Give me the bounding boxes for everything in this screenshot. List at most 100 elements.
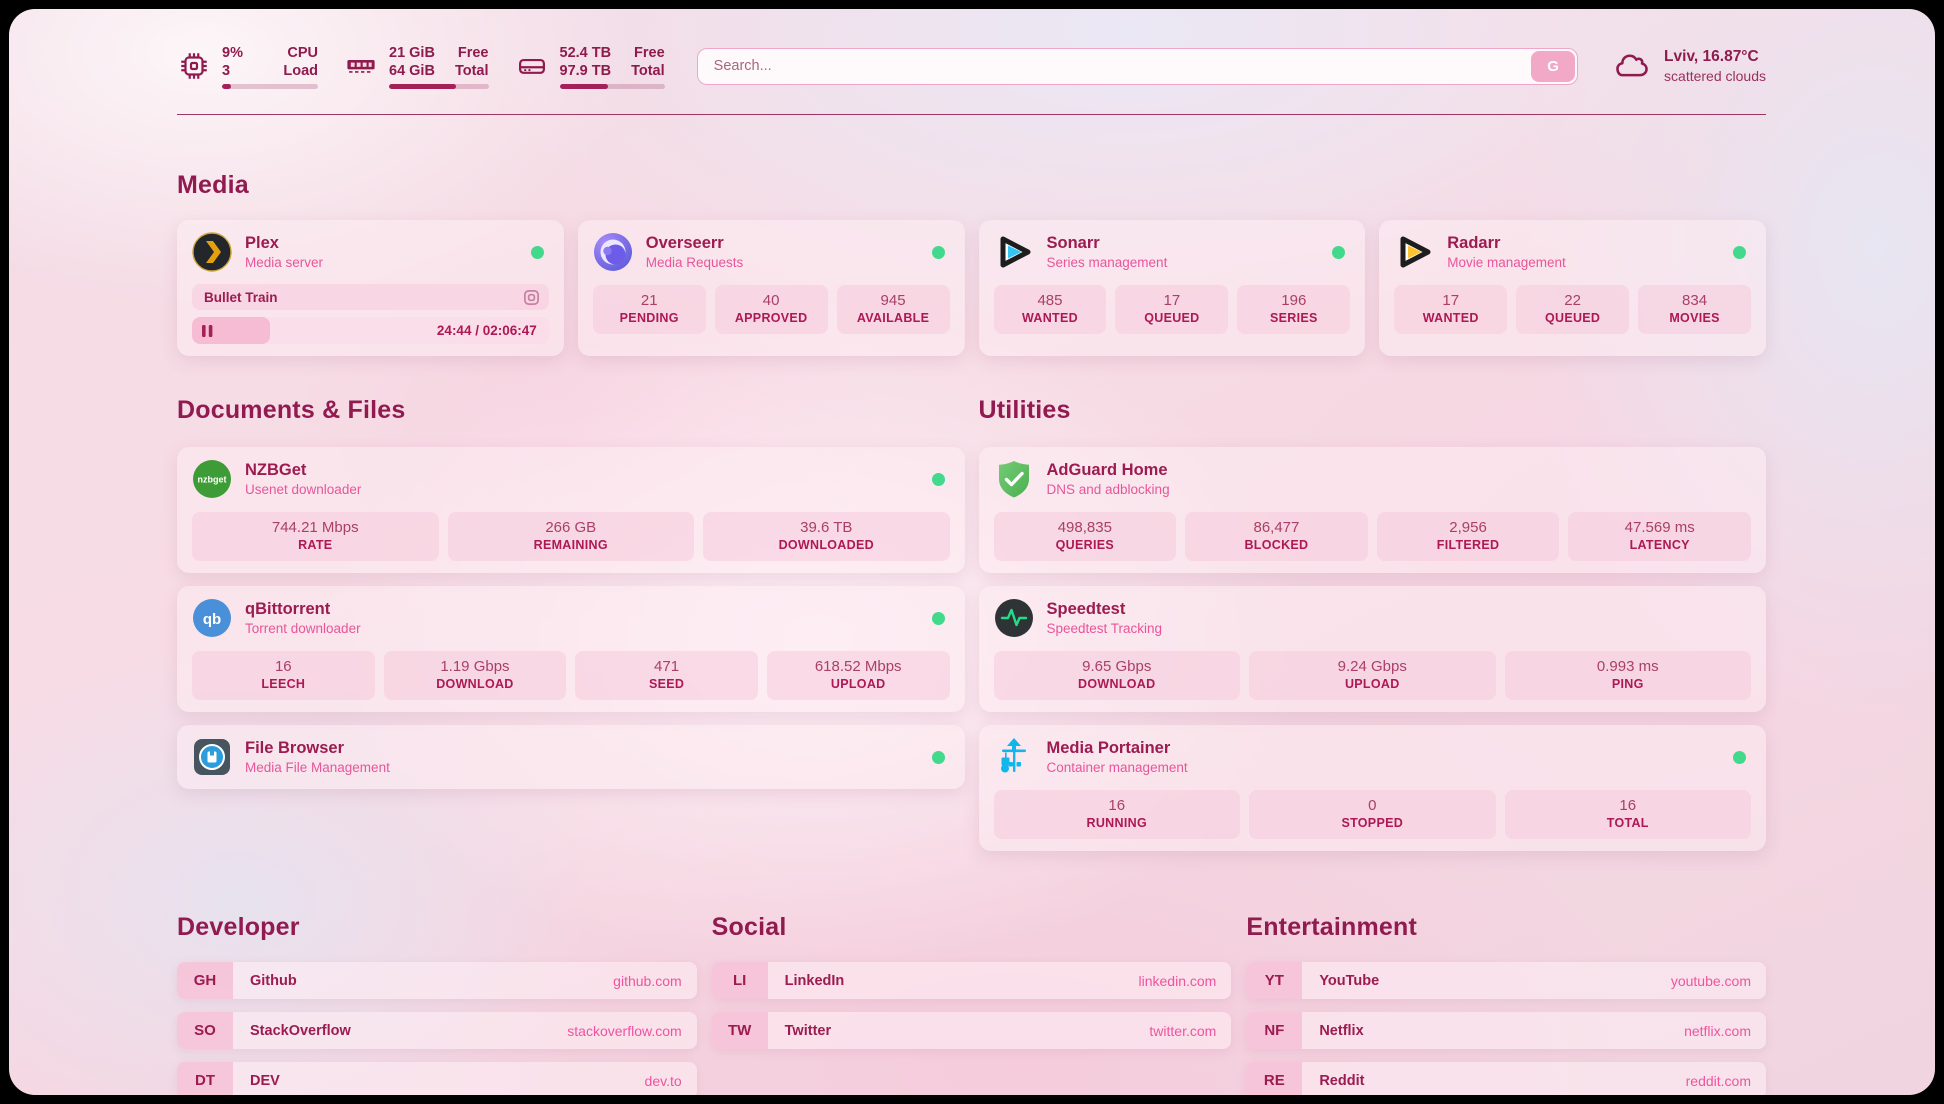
disk-label-2: Total — [631, 62, 665, 79]
adguard-card[interactable]: AdGuard Home DNS and adblocking 498,835 Q… — [978, 447, 1766, 573]
disk-stat: 52.4 TB 97.9 TB Free Total — [515, 44, 665, 89]
status-online-dot — [931, 751, 945, 764]
bookmark-abbr: TW — [711, 1012, 768, 1049]
portainer-card[interactable]: Media Portainer Container management 16 R… — [978, 725, 1766, 851]
bookmark-name: Github — [250, 972, 297, 989]
filebrowser-card[interactable]: File Browser Media File Management — [177, 725, 965, 789]
now-playing-title: Bullet Train — [204, 289, 278, 305]
bookmark-twitter[interactable]: TW Twitter twitter.com — [711, 1012, 1232, 1049]
qbittorrent-card[interactable]: qb qBittorrent Torrent downloader 16 LEEC… — [177, 586, 965, 712]
disk-label-1: Free — [634, 44, 665, 61]
memory-total: 64 GiB — [389, 62, 435, 79]
bookmark-url: netflix.com — [1684, 1022, 1751, 1039]
header: 9% 3 CPU Load — [177, 9, 1766, 99]
radarr-icon — [1394, 232, 1434, 272]
stat-download: 9.65 Gbps DOWNLOAD — [993, 651, 1240, 700]
nzbget-card[interactable]: nzbget NZBGet Usenet downloader 744.21 M… — [177, 447, 965, 573]
stat-download: 1.19 Gbps DOWNLOAD — [383, 651, 567, 700]
weather-condition: scattered clouds — [1664, 68, 1766, 84]
memory-progress-bar — [389, 83, 489, 89]
overseerr-icon — [593, 232, 633, 272]
sonarr-card[interactable]: Sonarr Series management 485 WANTED 17 QUE… — [978, 220, 1366, 356]
bookmark-github[interactable]: GH Github github.com — [177, 962, 697, 999]
stat-stopped: 0 STOPPED — [1249, 790, 1496, 839]
session-icon[interactable] — [523, 289, 540, 306]
qbittorrent-icon: qb — [192, 598, 232, 638]
stat-queued: 22 QUEUED — [1516, 285, 1630, 334]
stat-leech: 16 LEECH — [192, 651, 375, 700]
status-online-dot — [1733, 751, 1746, 764]
bookmark-url: twitter.com — [1149, 1022, 1217, 1039]
pause-icon[interactable] — [202, 324, 213, 337]
nzbget-icon: nzbget — [192, 459, 232, 499]
radarr-card[interactable]: Radarr Movie management 17 WANTED 22 QUEUE… — [1379, 220, 1766, 356]
stat-total: 16 TOTAL — [1504, 790, 1751, 839]
stat-approved: 40 APPROVED — [714, 285, 828, 334]
search-provider-button[interactable]: G — [1531, 50, 1576, 82]
weather-location: Lviv, 16.87°C — [1664, 48, 1759, 65]
app-description: Movie management — [1447, 255, 1566, 270]
stat-wanted: 485 WANTED — [993, 285, 1107, 334]
status-online-dot — [931, 473, 945, 486]
disk-progress-bar — [559, 83, 665, 89]
bookmark-stackoverflow[interactable]: SO StackOverflow stackoverflow.com — [177, 1012, 697, 1049]
app-name: Media Portainer — [1046, 739, 1171, 757]
bookmark-name: DEV — [250, 1072, 280, 1089]
now-playing-row: Bullet Train — [192, 284, 549, 310]
app-name: Speedtest — [1046, 600, 1126, 618]
app-description: DNS and adblocking — [1046, 482, 1170, 497]
app-description: Media server — [245, 255, 324, 270]
bookmark-name: Netflix — [1319, 1022, 1364, 1039]
stat-upload: 9.24 Gbps UPLOAD — [1249, 651, 1496, 700]
search-input[interactable] — [696, 47, 1579, 85]
portainer-icon — [994, 737, 1034, 777]
bookmark-reddit[interactable]: RE Reddit reddit.com — [1246, 1062, 1766, 1095]
memory-free: 21 GiB — [389, 44, 435, 61]
bookmark-linkedin[interactable]: LI LinkedIn linkedin.com — [711, 962, 1232, 999]
stat-seed: 471 SEED — [575, 651, 758, 700]
plex-card[interactable]: Plex Media server Bullet Train — [177, 220, 564, 356]
app-name: AdGuard Home — [1046, 461, 1168, 479]
bookmark-url: dev.to — [644, 1072, 682, 1089]
bookmark-name: Reddit — [1319, 1072, 1365, 1089]
sonarr-icon — [994, 232, 1034, 272]
playback-progress: 24:44 / 02:06:47 — [192, 317, 549, 344]
disk-icon — [515, 49, 549, 83]
status-online-dot — [1332, 246, 1346, 259]
bookmark-abbr: LI — [711, 962, 768, 999]
stat-blocked: 86,477 BLOCKED — [1185, 512, 1368, 561]
stat-upload: 618.52 Mbps UPLOAD — [766, 651, 950, 700]
stat-pending: 21 PENDING — [592, 285, 706, 334]
bookmark-abbr: DT — [177, 1062, 233, 1095]
app-name: NZBGet — [245, 461, 307, 479]
bookmark-netflix[interactable]: NF Netflix netflix.com — [1246, 1012, 1766, 1049]
cpu-chip-icon — [177, 49, 211, 83]
cpu-percent: 9% — [222, 44, 243, 61]
section-utilities: Utilities AdGu — [978, 396, 1766, 851]
section-social: Social LI LinkedIn linkedin.com TW Twitt… — [711, 913, 1232, 1095]
playback-time: 24:44 / 02:06:47 — [436, 323, 537, 338]
stat-rate: 744.21 Mbps RATE — [192, 512, 439, 561]
bookmark-dev[interactable]: DT DEV dev.to — [177, 1062, 697, 1095]
cpu-label-2: Load — [283, 62, 318, 79]
status-online-dot — [530, 246, 544, 259]
bookmark-name: Twitter — [784, 1022, 832, 1039]
bookmark-name: LinkedIn — [784, 972, 845, 989]
stat-remaining: 266 GB REMAINING — [447, 512, 694, 561]
stat-latency: 47.569 ms LATENCY — [1568, 512, 1751, 561]
stat-movies: 834 MOVIES — [1638, 285, 1752, 334]
speedtest-card[interactable]: Speedtest Speedtest Tracking 9.65 Gbps DO… — [978, 586, 1766, 712]
dashboard-page: 9% 3 CPU Load — [9, 9, 1935, 1095]
section-media: Media Plex Media server — [177, 171, 1766, 356]
app-description: Speedtest Tracking — [1046, 621, 1163, 636]
bookmark-abbr: RE — [1246, 1062, 1303, 1095]
memory-stat: 21 GiB 64 GiB Free Total — [344, 44, 489, 89]
overseerr-card[interactable]: Overseerr Media Requests 21 PENDING 40 APP… — [577, 220, 965, 356]
bookmark-youtube[interactable]: YT YouTube youtube.com — [1246, 962, 1766, 999]
stat-wanted: 17 WANTED — [1394, 285, 1508, 334]
stat-available: 945 AVAILABLE — [836, 285, 950, 334]
app-name: Sonarr — [1046, 234, 1100, 252]
disk-free: 52.4 TB — [559, 44, 612, 61]
section-entertainment: Entertainment YT YouTube youtube.com NF … — [1246, 913, 1766, 1095]
bookmark-name: StackOverflow — [250, 1022, 351, 1039]
